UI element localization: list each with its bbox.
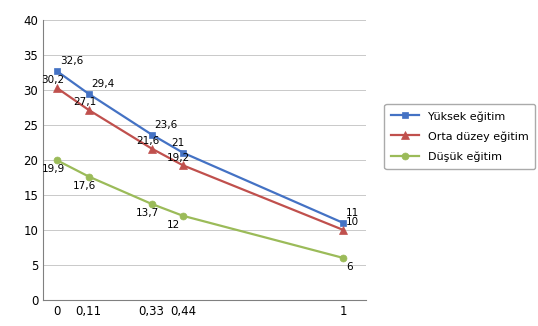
- Düşük eğitim: [86, 175, 92, 179]
- Text: 32,6: 32,6: [60, 56, 83, 66]
- Yüksek eğitim: [148, 133, 155, 137]
- Düşük eğitim: [180, 214, 186, 218]
- Text: 29,4: 29,4: [91, 79, 115, 89]
- Orta düzey eğitim: [86, 108, 92, 112]
- Text: 17,6: 17,6: [73, 181, 96, 191]
- Düşük eğitim: [54, 158, 61, 162]
- Legend: Yüksek eğitim, Orta düzey eğitim, Düşük eğitim: Yüksek eğitim, Orta düzey eğitim, Düşük …: [384, 104, 535, 169]
- Line: Yüksek eğitim: Yüksek eğitim: [54, 68, 346, 226]
- Text: 19,2: 19,2: [167, 153, 190, 163]
- Line: Orta düzey eğitim: Orta düzey eğitim: [53, 84, 347, 234]
- Text: 30,2: 30,2: [41, 75, 65, 85]
- Orta düzey eğitim: [180, 163, 186, 167]
- Text: 23,6: 23,6: [154, 120, 178, 130]
- Text: 10: 10: [346, 217, 359, 227]
- Text: 11: 11: [346, 208, 359, 218]
- Text: 27,1: 27,1: [73, 97, 96, 107]
- Yüksek eğitim: [54, 69, 61, 73]
- Text: 21,6: 21,6: [136, 136, 159, 146]
- Line: Düşük eğitim: Düşük eğitim: [54, 157, 346, 261]
- Text: 13,7: 13,7: [136, 208, 159, 218]
- Text: 19,9: 19,9: [41, 164, 65, 174]
- Yüksek eğitim: [86, 92, 92, 96]
- Orta düzey eğitim: [148, 147, 155, 151]
- Orta düzey eğitim: [54, 86, 61, 90]
- Düşük eğitim: [340, 256, 346, 260]
- Yüksek eğitim: [180, 151, 186, 155]
- Orta düzey eğitim: [340, 228, 346, 232]
- Text: 12: 12: [167, 220, 181, 230]
- Yüksek eğitim: [340, 221, 346, 225]
- Text: 21: 21: [172, 138, 185, 148]
- Düşük eğitim: [148, 202, 155, 206]
- Text: 6: 6: [346, 262, 352, 272]
